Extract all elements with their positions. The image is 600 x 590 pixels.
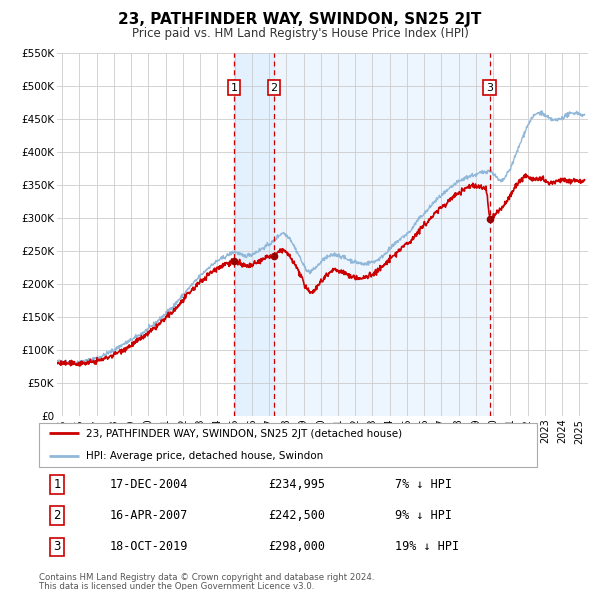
FancyBboxPatch shape [38, 422, 538, 467]
Text: 23, PATHFINDER WAY, SWINDON, SN25 2JT: 23, PATHFINDER WAY, SWINDON, SN25 2JT [118, 12, 482, 27]
Text: Contains HM Land Registry data © Crown copyright and database right 2024.: Contains HM Land Registry data © Crown c… [39, 573, 374, 582]
Text: 7% ↓ HPI: 7% ↓ HPI [395, 478, 452, 491]
Text: 3: 3 [53, 540, 61, 553]
Text: 1: 1 [230, 83, 238, 93]
Bar [274, 53, 490, 416]
Text: 1: 1 [53, 478, 61, 491]
Text: Price paid vs. HM Land Registry's House Price Index (HPI): Price paid vs. HM Land Registry's House … [131, 27, 469, 40]
Text: This data is licensed under the Open Government Licence v3.0.: This data is licensed under the Open Gov… [39, 582, 314, 590]
Bar [234, 53, 274, 416]
Text: 2: 2 [271, 83, 278, 93]
Text: 19% ↓ HPI: 19% ↓ HPI [395, 540, 459, 553]
Text: 17-DEC-2004: 17-DEC-2004 [110, 478, 188, 491]
Text: HPI: Average price, detached house, Swindon: HPI: Average price, detached house, Swin… [86, 451, 323, 461]
Text: £234,995: £234,995 [268, 478, 325, 491]
Text: 9% ↓ HPI: 9% ↓ HPI [395, 509, 452, 522]
Text: 2: 2 [53, 509, 61, 522]
Text: £242,500: £242,500 [268, 509, 325, 522]
Text: 3: 3 [486, 83, 493, 93]
Text: 16-APR-2007: 16-APR-2007 [110, 509, 188, 522]
Text: 23, PATHFINDER WAY, SWINDON, SN25 2JT (detached house): 23, PATHFINDER WAY, SWINDON, SN25 2JT (d… [86, 429, 403, 439]
Text: 18-OCT-2019: 18-OCT-2019 [110, 540, 188, 553]
Text: £298,000: £298,000 [268, 540, 325, 553]
